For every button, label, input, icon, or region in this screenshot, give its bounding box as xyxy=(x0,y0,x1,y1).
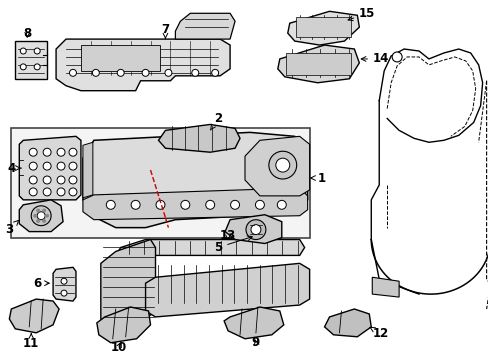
Text: 11: 11 xyxy=(23,334,39,350)
Circle shape xyxy=(57,176,65,184)
Circle shape xyxy=(57,162,65,170)
Circle shape xyxy=(275,158,289,172)
Circle shape xyxy=(250,225,261,235)
Text: 8: 8 xyxy=(23,27,31,40)
Text: 15: 15 xyxy=(347,7,375,21)
Polygon shape xyxy=(81,45,160,71)
Circle shape xyxy=(45,214,48,217)
Circle shape xyxy=(42,219,45,222)
Circle shape xyxy=(57,188,65,196)
Circle shape xyxy=(29,162,37,170)
Circle shape xyxy=(20,48,26,54)
Circle shape xyxy=(69,148,77,156)
Circle shape xyxy=(277,201,285,209)
Circle shape xyxy=(391,52,401,62)
Circle shape xyxy=(29,176,37,184)
Circle shape xyxy=(61,290,67,296)
Circle shape xyxy=(34,64,40,70)
Polygon shape xyxy=(9,299,59,333)
Polygon shape xyxy=(101,239,155,329)
Circle shape xyxy=(106,201,115,209)
Polygon shape xyxy=(19,136,81,200)
Polygon shape xyxy=(287,11,359,45)
Circle shape xyxy=(43,188,51,196)
Circle shape xyxy=(131,201,140,209)
Text: 1: 1 xyxy=(310,171,325,185)
Circle shape xyxy=(211,69,218,76)
Polygon shape xyxy=(324,309,370,337)
Text: 4: 4 xyxy=(7,162,21,175)
Circle shape xyxy=(37,209,40,212)
Text: 13: 13 xyxy=(220,229,236,242)
Bar xyxy=(11,129,309,238)
Polygon shape xyxy=(224,307,283,339)
Circle shape xyxy=(205,201,214,209)
Polygon shape xyxy=(19,200,63,231)
Circle shape xyxy=(34,214,37,217)
Polygon shape xyxy=(145,264,309,317)
Circle shape xyxy=(42,209,45,212)
Polygon shape xyxy=(244,136,309,196)
Circle shape xyxy=(57,148,65,156)
Circle shape xyxy=(230,201,239,209)
Text: 12: 12 xyxy=(369,327,388,340)
Polygon shape xyxy=(295,17,351,37)
Text: 6: 6 xyxy=(33,277,49,290)
Text: 7: 7 xyxy=(161,23,169,39)
Text: 10: 10 xyxy=(110,341,126,354)
Text: 14: 14 xyxy=(361,53,388,66)
Circle shape xyxy=(181,201,189,209)
Text: 3: 3 xyxy=(5,220,19,236)
Text: 5: 5 xyxy=(214,236,252,254)
Circle shape xyxy=(69,176,77,184)
Circle shape xyxy=(61,278,67,284)
Polygon shape xyxy=(277,45,359,83)
Circle shape xyxy=(34,48,40,54)
Text: 9: 9 xyxy=(251,336,260,349)
Circle shape xyxy=(117,69,124,76)
Polygon shape xyxy=(158,125,240,152)
Circle shape xyxy=(31,206,51,226)
Polygon shape xyxy=(97,307,150,343)
Circle shape xyxy=(191,69,198,76)
Polygon shape xyxy=(83,142,93,198)
Circle shape xyxy=(20,64,26,70)
Polygon shape xyxy=(53,267,76,301)
Circle shape xyxy=(37,219,40,222)
Polygon shape xyxy=(15,41,47,79)
Polygon shape xyxy=(83,188,307,220)
Polygon shape xyxy=(224,215,281,243)
Circle shape xyxy=(69,69,76,76)
Circle shape xyxy=(69,188,77,196)
Circle shape xyxy=(92,69,99,76)
Polygon shape xyxy=(56,39,230,91)
Polygon shape xyxy=(83,132,307,228)
Circle shape xyxy=(29,188,37,196)
Circle shape xyxy=(43,162,51,170)
Circle shape xyxy=(69,162,77,170)
Circle shape xyxy=(43,148,51,156)
Circle shape xyxy=(164,69,172,76)
Circle shape xyxy=(245,220,265,239)
Circle shape xyxy=(29,148,37,156)
Circle shape xyxy=(37,212,45,220)
Circle shape xyxy=(43,176,51,184)
Text: 2: 2 xyxy=(210,112,222,130)
Circle shape xyxy=(156,201,164,209)
Circle shape xyxy=(142,69,149,76)
Polygon shape xyxy=(285,53,351,75)
Polygon shape xyxy=(175,13,235,39)
Polygon shape xyxy=(116,239,304,264)
Polygon shape xyxy=(371,277,398,297)
Circle shape xyxy=(255,201,264,209)
Circle shape xyxy=(268,151,296,179)
